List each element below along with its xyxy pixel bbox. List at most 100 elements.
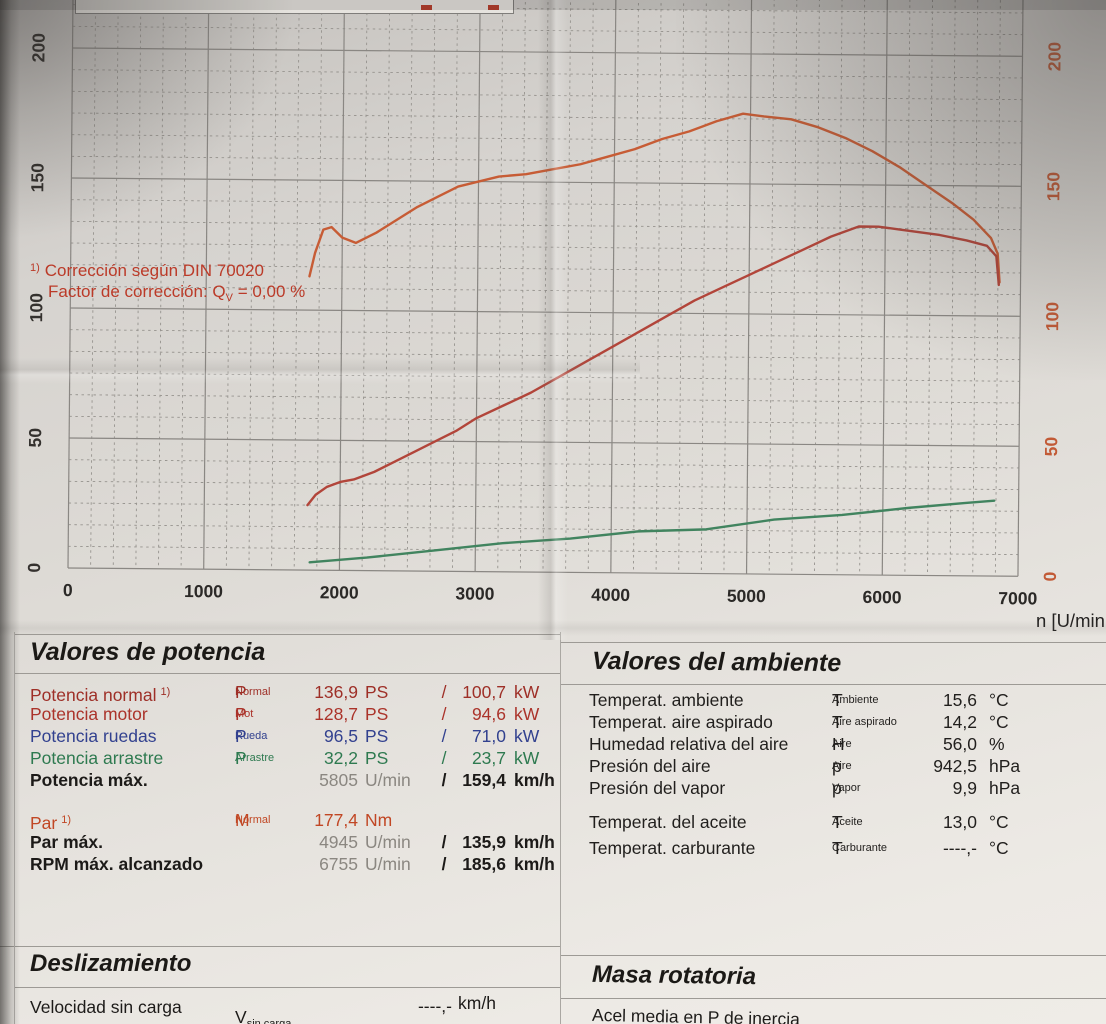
grid-line: [384, 0, 391, 571]
footnote-marker: 1): [160, 686, 171, 698]
slip-row-label: Velocidad sin carga: [30, 997, 182, 1017]
slip-row-symbol: Vsin carga: [235, 1007, 292, 1024]
table-row: Temperat. ambiente T Ambiente 15,6 °C: [561, 690, 1106, 712]
grid-line: [70, 264, 1021, 274]
value-2: 71,0: [471, 726, 506, 746]
grid-line: [542, 0, 549, 573]
footnote-correction-factor: Factor de corrección: QV = 0,00 %: [48, 282, 306, 304]
footnote-din: 1) Corrección según DIN 70020: [30, 261, 265, 280]
x-axis-tick: 6000: [863, 587, 902, 607]
grid-line: [90, 0, 97, 569]
divider: [14, 634, 560, 635]
grid-line: [452, 0, 459, 572]
divider: [561, 642, 1106, 643]
x-axis-tick: 7000: [998, 588, 1037, 608]
table-row: Temperat. aire aspirado T Aire aspirado 14,…: [561, 712, 1106, 734]
grid-line: [69, 350, 1020, 361]
unit-1: PS: [365, 726, 389, 746]
value-1: 128,7: [314, 704, 358, 724]
grid-line: [633, 0, 639, 573]
y-axis-left-tick: 50: [25, 428, 45, 448]
row-unit: °C: [989, 690, 1009, 710]
grid-line: [67, 567, 1018, 577]
y-axis-right-tick: 50: [1041, 436, 1061, 456]
y-axis-right-tick: 100: [1042, 302, 1062, 332]
grid-line: [68, 502, 1019, 512]
value-1: 4945: [319, 832, 358, 852]
grid-line: [180, 0, 187, 569]
value-2: 185,6: [462, 854, 506, 874]
divider: [0, 946, 560, 947]
value-separator: /: [441, 854, 447, 874]
row-label: Presión del vapor: [589, 778, 726, 798]
y-axis-right-tick: 200: [1044, 42, 1064, 72]
unit-1: U/min: [365, 854, 411, 874]
grid-line: [203, 0, 210, 570]
table-row: Potencia motor P Mot 128,7 PS / 94,6 kW: [14, 704, 560, 726]
grid-line: [429, 0, 436, 572]
symbol-base: P: [235, 748, 247, 768]
unit-2: kW: [514, 726, 540, 746]
symbol-subscript: Normal: [235, 814, 271, 826]
value-1: 32,2: [323, 748, 358, 768]
y-axis-right-tick: 0: [1040, 571, 1060, 581]
value-separator: /: [441, 832, 447, 852]
row-label: Temperat. ambiente: [589, 690, 744, 710]
divider: [14, 987, 560, 988]
symbol-base: T: [832, 838, 843, 858]
value-separator: /: [441, 726, 447, 746]
table-row: Temperat. del aceite T Aceite 13,0 °C: [561, 812, 1106, 838]
symbol-base: H: [832, 734, 845, 754]
grid-line: [361, 0, 368, 571]
rpm-max-table: RPM máx. alcanzado 6755 U/min / 185,6 km/h: [14, 854, 560, 876]
row-unit: °C: [989, 712, 1009, 732]
y-axis-left-tick: 100: [26, 293, 46, 323]
symbol-base: P: [235, 726, 247, 746]
power-section-title: Valores de potencia: [30, 638, 266, 666]
grid-line: [68, 459, 1019, 469]
grid-line: [836, 0, 843, 575]
symbol-subscript: Aire: [832, 738, 852, 750]
table-row: Presión del vapor p Vapor 9,9 hPa: [561, 778, 1106, 800]
ambient-section-title: Valores del ambiente: [591, 646, 842, 678]
curve-power-P-Normal: [306, 225, 1001, 507]
x-axis-tick: 0: [63, 580, 73, 600]
grid-line: [67, 0, 74, 569]
grid-line: [135, 0, 142, 569]
grid-line: [71, 220, 1021, 231]
grid-line: [406, 0, 413, 571]
grid-line: [474, 0, 481, 572]
table-row: Potencia arrastre P Arrastre 32,2 PS / 23,7 kW: [14, 748, 560, 770]
symbol-base: P: [235, 704, 247, 724]
grid-line: [70, 242, 1021, 252]
slip-row-unit: km/h: [458, 993, 496, 1013]
row-label: RPM máx. alcanzado: [30, 854, 204, 874]
symbol-base: T: [832, 690, 843, 710]
x-axis-tick: 3000: [455, 583, 494, 603]
value-2: 23,7: [471, 748, 506, 768]
symbol-base: p: [832, 778, 842, 798]
table-row: Presión del aire p Aire 942,5 hPa: [561, 756, 1106, 778]
x-axis-tick: 5000: [727, 586, 766, 606]
row-label: Potencia ruedas: [30, 726, 157, 746]
grid-line: [69, 415, 1020, 426]
divider: [561, 684, 1106, 685]
row-label: Potencia motor: [30, 704, 148, 724]
red-text-fragment: [488, 5, 499, 10]
fluid-temps-table: Temperat. del aceite T Aceite 13,0 °C Tempera…: [561, 812, 1106, 864]
row-label: Par 1): [30, 813, 72, 833]
slip-section-title: Deslizamiento: [30, 950, 192, 977]
y-axis-left-tick: 0: [24, 562, 44, 572]
symbol-subscript: Mot: [235, 708, 254, 720]
value-2: 94,6: [471, 704, 506, 724]
unit-2: km/h: [514, 832, 555, 852]
grid-line: [678, 0, 685, 574]
row-value: 942,5: [933, 756, 977, 776]
grid-line: [72, 90, 1023, 101]
row-value: ----,-: [942, 838, 977, 858]
unit-1: PS: [365, 748, 389, 768]
row-unit: hPa: [989, 756, 1021, 776]
value-separator: /: [441, 748, 447, 768]
